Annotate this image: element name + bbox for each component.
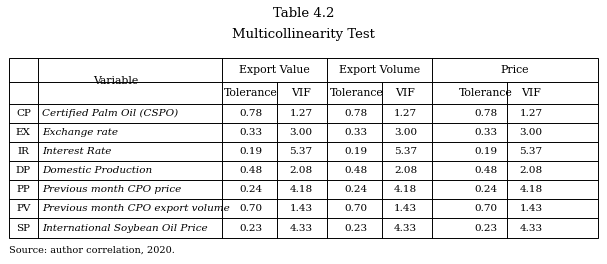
Text: EX: EX [16,128,31,137]
Text: 2.08: 2.08 [290,166,313,175]
Text: Price: Price [501,65,529,75]
Text: IR: IR [18,147,29,156]
Text: DP: DP [16,166,31,175]
Text: Exchange rate: Exchange rate [42,128,118,137]
Text: 1.27: 1.27 [290,109,313,118]
Text: Tolerance: Tolerance [459,88,512,98]
Text: 0.24: 0.24 [474,185,497,194]
Text: 0.78: 0.78 [239,109,262,118]
Text: Table 4.2: Table 4.2 [273,7,334,20]
Text: 0.23: 0.23 [345,224,368,233]
Text: 0.78: 0.78 [345,109,368,118]
Text: 5.37: 5.37 [290,147,313,156]
Text: 0.24: 0.24 [239,185,262,194]
Text: International Soybean Oil Price: International Soybean Oil Price [42,224,208,233]
Text: 3.00: 3.00 [290,128,313,137]
Text: Tolerance: Tolerance [224,88,277,98]
Text: SP: SP [16,224,30,233]
Text: Multicollinearity Test: Multicollinearity Test [232,28,375,41]
Text: 1.43: 1.43 [520,204,543,213]
Text: 1.43: 1.43 [290,204,313,213]
Text: 5.37: 5.37 [394,147,417,156]
Text: 4.33: 4.33 [290,224,313,233]
Text: 4.18: 4.18 [290,185,313,194]
Text: 0.19: 0.19 [239,147,262,156]
Text: 0.23: 0.23 [239,224,262,233]
Text: 5.37: 5.37 [520,147,543,156]
Text: Certified Palm Oil (CSPO): Certified Palm Oil (CSPO) [42,109,178,118]
Text: PP: PP [16,185,30,194]
Text: Export Value: Export Value [239,65,310,75]
Text: 3.00: 3.00 [394,128,417,137]
Text: 0.78: 0.78 [474,109,497,118]
Text: 4.18: 4.18 [520,185,543,194]
Text: VIF: VIF [396,88,415,98]
Text: 2.08: 2.08 [520,166,543,175]
Text: 0.48: 0.48 [345,166,368,175]
Text: 0.24: 0.24 [345,185,368,194]
Text: CP: CP [16,109,31,118]
Text: Previous month CPO price: Previous month CPO price [42,185,181,194]
Text: 3.00: 3.00 [520,128,543,137]
Text: 0.23: 0.23 [474,224,497,233]
Text: 0.70: 0.70 [239,204,262,213]
Text: Source: author correlation, 2020.: Source: author correlation, 2020. [9,246,175,254]
Text: Interest Rate: Interest Rate [42,147,112,156]
Text: 0.48: 0.48 [474,166,497,175]
Text: 1.27: 1.27 [394,109,417,118]
Text: 0.19: 0.19 [345,147,368,156]
Text: Previous month CPO export volume: Previous month CPO export volume [42,204,230,213]
Text: Tolerance: Tolerance [330,88,383,98]
Text: 4.33: 4.33 [520,224,543,233]
Text: VIF: VIF [291,88,311,98]
Text: 4.33: 4.33 [394,224,417,233]
Text: 0.70: 0.70 [345,204,368,213]
Text: Domestic Production: Domestic Production [42,166,152,175]
Text: Variable: Variable [93,76,138,86]
Text: Export Volume: Export Volume [339,65,420,75]
Text: 0.33: 0.33 [345,128,368,137]
Text: 0.33: 0.33 [239,128,262,137]
Text: 0.70: 0.70 [474,204,497,213]
Text: 0.48: 0.48 [239,166,262,175]
Text: 0.33: 0.33 [474,128,497,137]
Text: 4.18: 4.18 [394,185,417,194]
Text: 1.43: 1.43 [394,204,417,213]
Text: 2.08: 2.08 [394,166,417,175]
Text: PV: PV [16,204,30,213]
Text: VIF: VIF [521,88,541,98]
Text: 0.19: 0.19 [474,147,497,156]
Text: 1.27: 1.27 [520,109,543,118]
